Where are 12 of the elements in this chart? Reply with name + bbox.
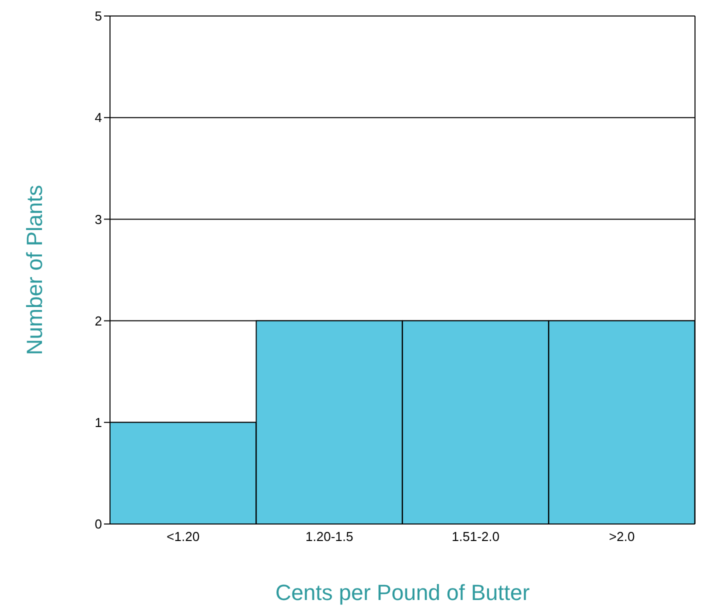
x-tick-label: <1.20	[166, 529, 200, 544]
y-tick-label: 4	[94, 110, 102, 126]
y-tick-label: 5	[94, 8, 102, 24]
x-tick-label: 1.20-1.5	[306, 529, 354, 544]
y-tick-label: 3	[94, 212, 102, 227]
y-tick-label: 1	[94, 415, 102, 430]
y-tick-label: 0	[94, 516, 102, 532]
x-tick-label: >2.0	[609, 529, 635, 544]
y-tick-label: 2	[94, 313, 102, 328]
x-axis-title: Cents per Pound of Butter	[275, 580, 530, 605]
y-axis-title: Number of Plants	[22, 185, 47, 355]
x-tick-label: 1.51-2.0	[452, 529, 500, 544]
